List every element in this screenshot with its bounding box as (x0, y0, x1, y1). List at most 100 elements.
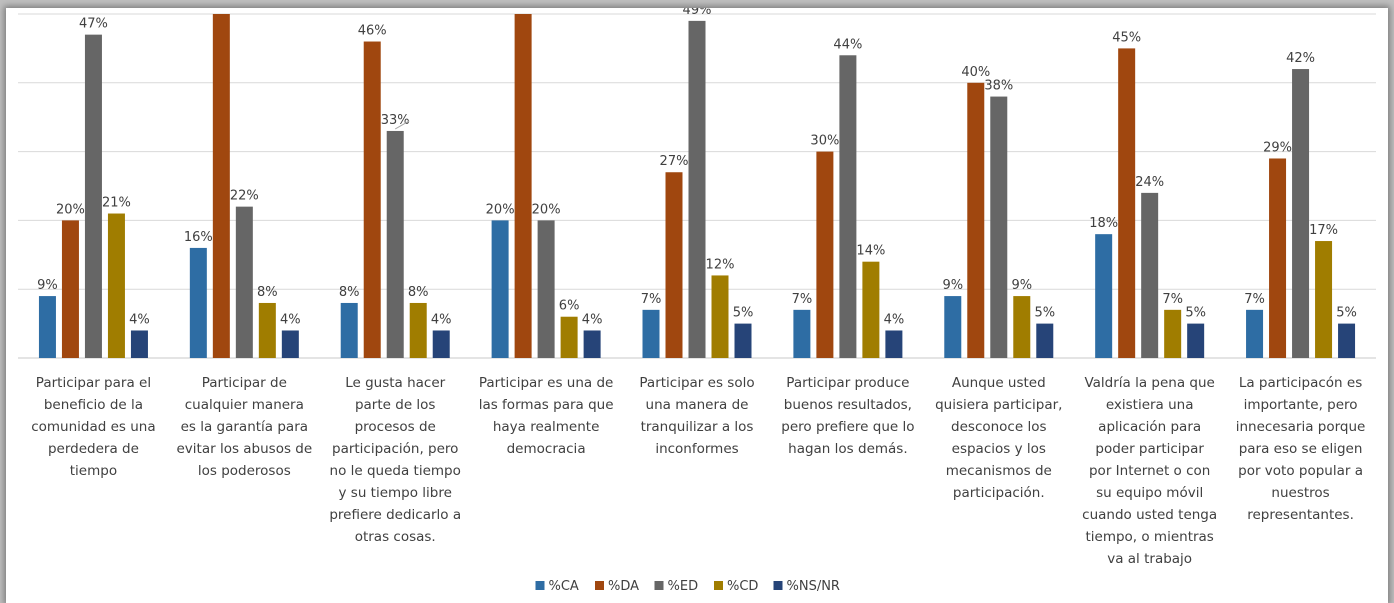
bar-ca (944, 296, 962, 358)
data-label: 9% (942, 278, 963, 293)
data-label: 4% (431, 312, 452, 327)
bar-ca (189, 247, 207, 358)
bar-cd (560, 316, 578, 358)
legend-label: %CA (549, 579, 579, 594)
data-label: 7% (641, 292, 662, 307)
legend-swatch (714, 581, 723, 590)
bar-ed (537, 220, 555, 358)
data-label: 5% (1034, 306, 1055, 321)
legend-swatch (535, 581, 545, 590)
category-label: Participar es solo una manera de tranquili… (639, 375, 754, 457)
bar-chart: 9% 20% 47% 21% 4% Participar para el beneficio… (18, 8, 1376, 594)
data-label: 44% (833, 37, 862, 52)
data-label: 50% (207, 8, 236, 11)
legend-label: %NS/NR (787, 579, 840, 594)
bar-ed (84, 34, 102, 358)
legend-label: %CD (727, 579, 758, 594)
data-label: 20% (56, 202, 85, 217)
leader-line (394, 120, 410, 130)
bar-cd (1013, 296, 1031, 358)
bar-nsnr (734, 323, 752, 358)
data-label: 5% (733, 306, 754, 321)
data-label: 5% (1185, 306, 1206, 321)
bar-da (967, 82, 985, 359)
bar-ca (38, 296, 56, 358)
data-label: 47% (79, 17, 108, 32)
data-label: 45% (1112, 30, 1141, 45)
bar-cd (258, 302, 276, 358)
bar-nsnr (1187, 323, 1205, 358)
category-label: Le gusta hacer parte de los procesos de par… (329, 375, 461, 545)
data-label: 38% (984, 79, 1013, 94)
bar-ed (386, 130, 404, 358)
bar-cd (107, 213, 125, 358)
bar-cd (409, 302, 427, 358)
legend-swatch (595, 581, 604, 590)
legend-label: %DA (608, 579, 639, 594)
bar-da (1118, 48, 1136, 359)
data-label: 20% (532, 202, 561, 217)
bar-ed (688, 20, 706, 358)
bar-da (61, 220, 79, 358)
bar-ca (1095, 234, 1113, 358)
category-label: Participar produce buenos resultados, pero… (781, 375, 914, 457)
category-label: La participacón es importante, pero innece… (1236, 375, 1366, 523)
data-label: 29% (1263, 140, 1292, 155)
bar-da (816, 151, 834, 358)
data-label: 16% (184, 230, 213, 245)
bar-nsnr (1036, 323, 1054, 358)
data-label: 7% (1244, 292, 1265, 307)
bar-ca (1246, 309, 1264, 358)
data-label: 4% (280, 312, 301, 327)
data-label: 8% (257, 285, 278, 300)
data-label: 7% (792, 292, 813, 307)
data-label: 4% (884, 312, 905, 327)
data-label: 5% (1336, 306, 1357, 321)
bar-da (212, 14, 230, 358)
legend-swatch (773, 581, 783, 590)
data-label: 4% (582, 312, 603, 327)
data-label: 49% (683, 8, 712, 18)
bar-ca (491, 220, 509, 358)
data-label: 40% (961, 65, 990, 80)
data-label: 9% (1011, 278, 1032, 293)
chart-frame: 9% 20% 47% 21% 4% Participar para el beneficio… (6, 8, 1388, 603)
data-label: 24% (1135, 175, 1164, 190)
bar-da (665, 172, 683, 358)
data-label: 20% (486, 202, 515, 217)
legend-swatch (654, 581, 664, 590)
data-label: 14% (856, 244, 885, 259)
bar-nsnr (130, 330, 148, 358)
data-label: 27% (660, 154, 689, 169)
bar-da (363, 41, 381, 359)
legend-label: %ED (668, 579, 699, 594)
bar-ed (990, 96, 1008, 358)
bar-cd (1315, 241, 1333, 358)
data-label: 12% (706, 257, 735, 272)
data-label: 4% (129, 312, 150, 327)
bar-da (1269, 158, 1287, 358)
data-label: 9% (37, 278, 58, 293)
data-label: 8% (339, 285, 360, 300)
bar-ed (839, 55, 857, 358)
category-label: Valdría la pena que existiera una aplicaci… (1082, 375, 1217, 567)
bar-ca (642, 309, 660, 358)
bar-ed (1292, 69, 1310, 358)
category-label: Participar de cualquier manera es la garan… (176, 375, 312, 479)
data-label: 46% (358, 24, 387, 39)
bar-nsnr (885, 330, 903, 358)
bar-ed (235, 206, 253, 358)
bar-nsnr (432, 330, 450, 358)
bar-da (514, 14, 532, 358)
data-label: 22% (230, 189, 259, 204)
bar-ca (340, 302, 358, 358)
bar-nsnr (281, 330, 299, 358)
data-label: 30% (810, 134, 839, 149)
data-label: 33% (381, 113, 410, 128)
category-label: Aunque usted quisiera participar, desconoc… (935, 375, 1062, 501)
bar-cd (1164, 309, 1182, 358)
bar-cd (862, 261, 880, 358)
data-label: 6% (559, 299, 580, 314)
bar-ed (1141, 192, 1159, 358)
data-label: 21% (102, 196, 131, 211)
